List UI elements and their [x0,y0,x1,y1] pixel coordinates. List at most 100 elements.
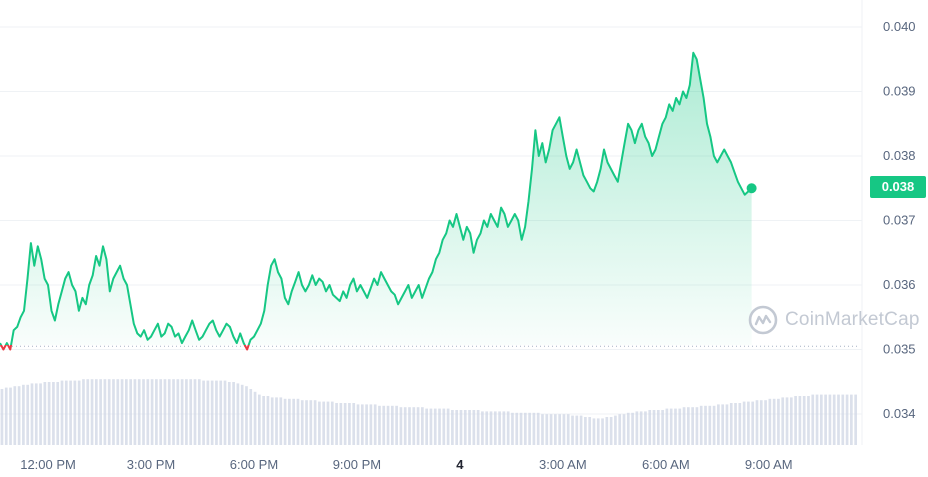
volume-bar [635,411,639,445]
volume-bar [506,411,510,445]
volume-bar [584,417,587,445]
x-axis-ticks: 12:00 PM 3:00 PM 6:00 PM 9:00 PM 4 3:00 AM 6:0… [20,457,792,472]
volume-bar [26,384,30,445]
x-tick-label: 6:00 AM [642,457,690,472]
volume-bar [601,418,604,445]
volume-bar [815,394,819,445]
volume-bar [189,379,193,445]
volume-bar [648,410,652,445]
volume-bar [472,410,476,445]
volume-bar [554,414,557,445]
volume-bar [167,379,171,445]
volume-bar [433,408,437,445]
volume-bar [52,382,55,445]
volume-bar [682,407,686,445]
volume-bar [674,408,677,445]
volume-bar [94,379,98,445]
volume-bar [107,379,111,445]
volume-bar [412,407,416,445]
x-tick-label: 12:00 PM [20,457,76,472]
volume-bar [850,394,853,445]
volume-bar [180,379,184,445]
volume-bar [34,383,38,445]
volume-bar [502,411,506,445]
volume-bar [511,412,514,445]
price-line [0,51,753,351]
volume-bar [125,379,128,445]
volume-bar [120,379,124,445]
volume-bar [288,398,291,445]
volume-bar [378,405,381,445]
volume-bar [150,379,154,445]
volume-bar [176,379,180,445]
volume-bar [197,379,201,445]
volume-bar [296,398,300,445]
watermark-text: CoinMarketCap [785,309,920,330]
volume-bar [9,387,12,445]
volume-bar [292,398,296,445]
volume-bar [352,403,356,445]
volume-bar [56,382,60,445]
volume-bar [438,408,441,445]
volume-bar [236,383,240,445]
volume-bar [429,408,433,445]
volume-bar [489,411,493,445]
volume-bar [300,400,304,445]
volume-bar [811,394,815,445]
volume-bar [481,411,484,445]
volume-bar [558,414,561,445]
volume-bar [661,410,664,445]
volume-bar [416,407,420,445]
volume-bar [575,415,579,445]
volume-bar [185,379,188,445]
volume-bar [266,396,270,445]
volume-bar [485,411,489,445]
volume-bar [30,383,34,445]
volume-bar [759,400,763,445]
volume-bar [275,397,278,445]
volume-bar [318,401,321,445]
volume-bar [588,417,592,445]
volume-bar [82,379,85,445]
y-tick-label: 0.035 [883,342,916,357]
volume-bar [43,382,47,445]
volume-bar [446,408,450,445]
volume-bar [764,400,767,445]
volume-bar [841,394,845,445]
volume-bar [395,405,398,445]
last-price-badge: 0.038 [870,176,926,198]
volume-bar [258,394,261,445]
volume-bar [137,379,141,445]
volume-bar [163,379,167,445]
volume-bar [13,386,17,445]
volume-bar [142,379,145,445]
volume-bar [348,403,351,445]
volume-bar [202,380,205,445]
volume-bar [824,394,827,445]
volume-bar [64,380,68,445]
volume-bar [523,412,527,445]
volume-bar [356,404,360,445]
volume-bar [562,414,566,445]
y-tick-label: 0.037 [883,213,916,228]
volume-bar [609,417,613,445]
last-price-dot[interactable] [746,183,757,194]
volume-bar [69,380,72,445]
volume-bar [498,411,501,445]
volume-bar [322,401,326,445]
volume-bar [854,394,857,445]
volume-bar [605,417,609,445]
volume-bar [219,380,223,445]
volume-bar [90,379,94,445]
volume-bar [99,379,102,445]
volume-bar [116,379,120,445]
volume-bar [695,407,699,445]
volume-bar [541,414,544,445]
volume-bar [845,394,849,445]
volume-bar [734,403,737,445]
volume-bar [476,410,480,445]
volume-bar [369,404,373,445]
price-area-fill [0,52,752,345]
volume-bar [399,407,403,445]
volume-bar [339,403,343,445]
